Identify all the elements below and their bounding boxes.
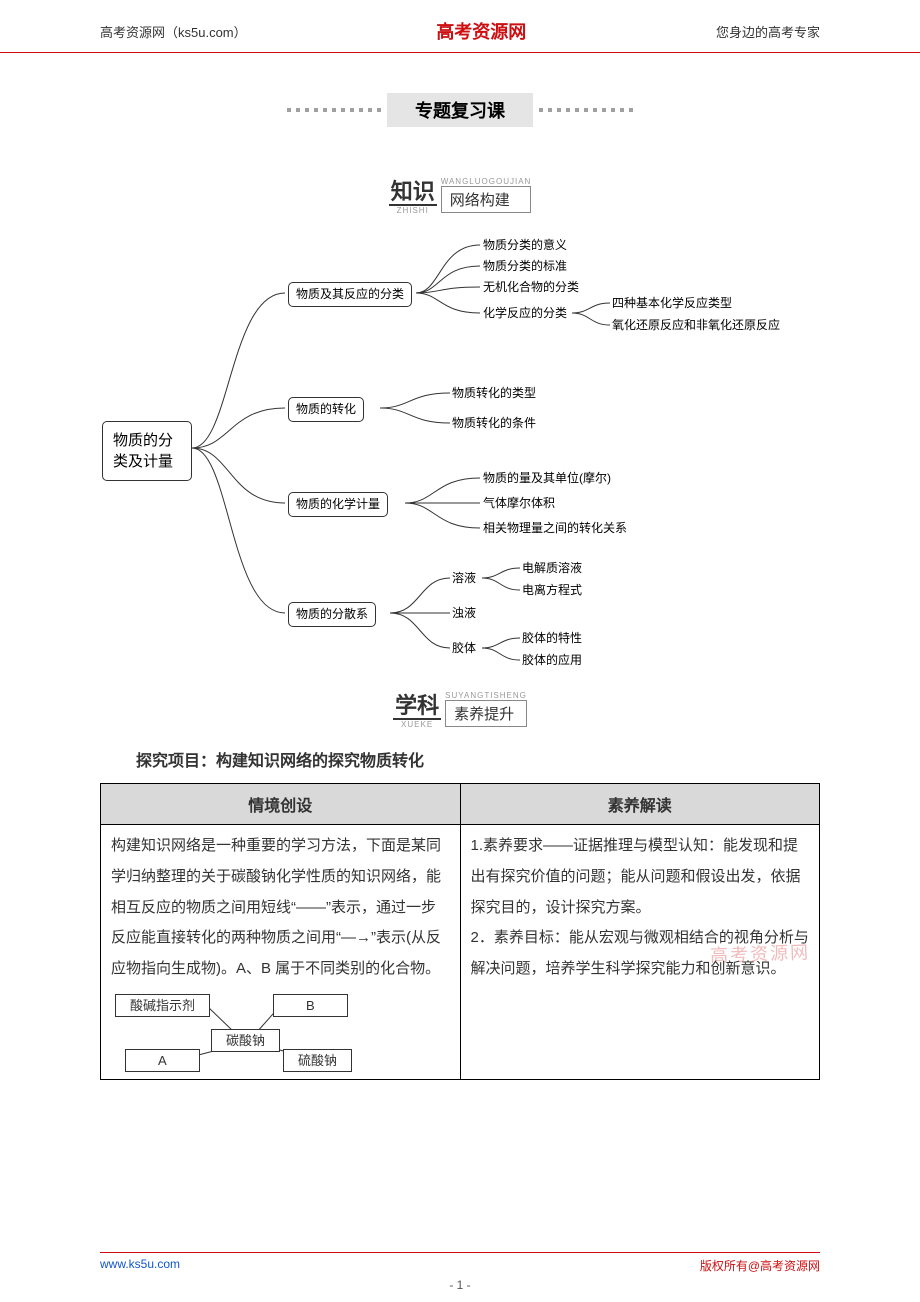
title-banner: 专题复习课: [100, 93, 820, 127]
footer-copyright: 版权所有@高考资源网: [700, 1257, 820, 1274]
node-conversion: 物质的转化: [288, 397, 364, 422]
leaf-electrolyte: 电解质溶液: [522, 561, 582, 576]
leaf-conv-type: 物质转化的类型: [452, 386, 536, 401]
sodium-carbonate-diagram: 酸碱指示剂 B 碳酸钠 A 硫酸钠: [111, 991, 371, 1073]
leaf-ionization: 电离方程式: [522, 583, 582, 598]
mini-b: B: [273, 994, 348, 1018]
explore-table: 情境创设 素养解读 构建知识网络是一种重要的学习方法，下面是某同学归纳整理的关于…: [100, 783, 820, 1080]
leaf-standard: 物质分类的标准: [483, 259, 567, 274]
page-content: 专题复习课 知识 ZHISHI WANGLUOGOUJIAN 网络构建: [0, 53, 920, 1080]
header-right-text: 您身边的高考专家: [716, 22, 820, 41]
section2-pinyin: SUYANGTISHENG: [445, 691, 527, 700]
header-center-title: 高考资源网: [436, 18, 526, 44]
section2-small: 素养提升: [445, 700, 527, 727]
page-footer: www.ks5u.com 版权所有@高考资源网: [100, 1252, 820, 1274]
leaf-suspension: 浊液: [452, 606, 476, 621]
mini-a: A: [125, 1049, 200, 1073]
mini-center: 碳酸钠: [211, 1029, 280, 1053]
section-competence-label: 学科 XUEKE SUYANGTISHENG 素养提升: [100, 691, 820, 729]
leaf-molar-volume: 气体摩尔体积: [483, 496, 555, 511]
mini-indicator: 酸碱指示剂: [115, 994, 210, 1018]
leaf-colloid-app: 胶体的应用: [522, 653, 582, 668]
th-context: 情境创设: [101, 784, 461, 825]
page-number: - 1 -: [0, 1278, 920, 1292]
section1-small: 网络构建: [441, 186, 532, 213]
leaf-four-types: 四种基本化学反应类型: [612, 296, 732, 311]
banner-title: 专题复习课: [387, 93, 533, 127]
node-classification: 物质及其反应的分类: [288, 282, 412, 307]
watermark: 高考资源网: [710, 938, 811, 967]
leaf-redox: 氧化还原反应和非氧化还原反应: [612, 318, 780, 333]
section1-sub-pinyin: ZHISHI: [389, 206, 437, 215]
node-dispersion: 物质的分散系: [288, 602, 376, 627]
dots-left: [287, 108, 381, 112]
leaf-colloid-prop: 胶体的特性: [522, 631, 582, 646]
footer-url: www.ks5u.com: [100, 1257, 180, 1274]
leaf-inorganic: 无机化合物的分类: [483, 280, 579, 295]
context-text: 构建知识网络是一种重要的学习方法，下面是某同学归纳整理的关于碳酸钠化学性质的知识…: [111, 837, 441, 977]
leaf-conv-cond: 物质转化的条件: [452, 416, 536, 431]
knowledge-mindmap: 物质的分类及计量 物质及其反应的分类 物质的转化 物质的化学计量 物质的分散系 …: [100, 233, 820, 673]
leaf-mole: 物质的量及其单位(摩尔): [483, 471, 611, 486]
leaf-physical-rel: 相关物理量之间的转化关系: [483, 521, 627, 536]
leaf-solution: 溶液: [452, 571, 476, 586]
section1-big: 知识: [389, 180, 437, 206]
leaf-meaning: 物质分类的意义: [483, 238, 567, 253]
section1-pinyin: WANGLUOGOUJIAN: [441, 177, 532, 186]
leaf-colloid: 胶体: [452, 641, 476, 656]
section-knowledge-label: 知识 ZHISHI WANGLUOGOUJIAN 网络构建: [100, 177, 820, 215]
section2-big: 学科: [393, 694, 441, 720]
mini-sulfate: 硫酸钠: [283, 1049, 352, 1073]
mindmap-root: 物质的分类及计量: [102, 421, 192, 481]
table-header-row: 情境创设 素养解读: [101, 784, 820, 825]
node-metrology: 物质的化学计量: [288, 492, 388, 517]
section2-sub-pinyin: XUEKE: [393, 720, 441, 729]
cell-context: 构建知识网络是一种重要的学习方法，下面是某同学归纳整理的关于碳酸钠化学性质的知识…: [101, 825, 461, 1080]
page-header: 高考资源网（ks5u.com） 高考资源网 您身边的高考专家: [0, 0, 920, 53]
th-competence: 素养解读: [460, 784, 820, 825]
header-left-text: 高考资源网（ks5u.com）: [100, 22, 247, 41]
dots-right: [539, 108, 633, 112]
leaf-reaction-class: 化学反应的分类: [483, 306, 567, 321]
explore-project-title: 探究项目：构建知识网络的探究物质转化: [136, 747, 820, 771]
